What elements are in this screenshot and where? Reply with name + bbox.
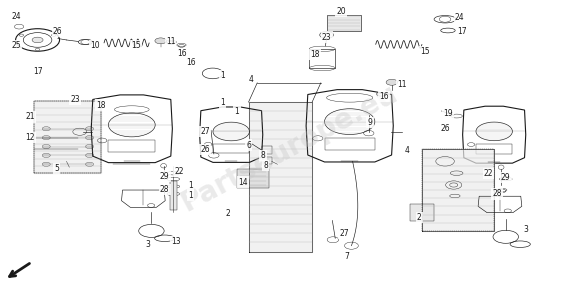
Text: 28: 28	[492, 189, 502, 198]
Polygon shape	[34, 101, 101, 173]
Circle shape	[42, 127, 50, 131]
Text: 27: 27	[201, 127, 210, 136]
Text: 21: 21	[25, 112, 35, 121]
Bar	[263, 157, 272, 164]
Bar	[325, 138, 375, 150]
Bar	[476, 144, 513, 154]
Polygon shape	[422, 149, 494, 231]
Bar	[262, 146, 272, 154]
Text: 1: 1	[220, 98, 225, 107]
Text: 27: 27	[339, 229, 349, 238]
Text: 9: 9	[368, 118, 372, 127]
Circle shape	[19, 34, 24, 36]
Circle shape	[86, 127, 94, 131]
Circle shape	[155, 38, 166, 44]
Text: 22: 22	[175, 167, 184, 176]
Text: 15: 15	[131, 41, 140, 50]
Circle shape	[51, 34, 56, 36]
Text: 3: 3	[145, 240, 150, 249]
Circle shape	[86, 144, 94, 149]
Text: 1: 1	[188, 191, 193, 200]
Text: 7: 7	[344, 252, 349, 260]
Text: 1: 1	[188, 181, 193, 189]
Text: 8: 8	[261, 151, 265, 160]
Text: 23: 23	[322, 33, 331, 41]
Circle shape	[86, 153, 94, 157]
Text: 24: 24	[12, 12, 21, 21]
Circle shape	[86, 162, 94, 166]
Bar	[410, 204, 434, 221]
Bar	[237, 169, 269, 188]
Text: 12: 12	[25, 133, 35, 142]
Text: 4: 4	[249, 75, 254, 84]
Text: 16: 16	[186, 58, 195, 67]
Text: 3: 3	[524, 225, 528, 234]
Text: 20: 20	[336, 7, 346, 16]
Text: 10: 10	[91, 41, 100, 50]
Circle shape	[86, 136, 94, 140]
Text: 29: 29	[160, 172, 169, 181]
Circle shape	[42, 153, 50, 157]
Bar	[170, 181, 177, 210]
Circle shape	[35, 48, 40, 51]
Text: 24: 24	[455, 13, 464, 22]
Text: 2: 2	[226, 209, 231, 218]
Text: 18: 18	[310, 50, 320, 59]
Bar	[309, 49, 335, 68]
Text: 25: 25	[12, 41, 21, 50]
Circle shape	[32, 37, 43, 43]
Text: 8: 8	[264, 161, 268, 170]
Circle shape	[42, 136, 50, 140]
Text: 19: 19	[443, 110, 453, 118]
Text: 26: 26	[53, 27, 62, 36]
Text: 11: 11	[166, 37, 175, 46]
Text: 2: 2	[417, 213, 421, 222]
Text: 23: 23	[71, 95, 80, 104]
Text: 16: 16	[380, 92, 389, 101]
Text: 6: 6	[246, 141, 251, 149]
Circle shape	[386, 79, 398, 85]
Text: 17: 17	[33, 67, 42, 75]
Text: Partseurope.eu: Partseurope.eu	[176, 79, 402, 217]
Bar	[213, 144, 250, 153]
Text: 5: 5	[54, 164, 59, 173]
Text: 26: 26	[440, 124, 450, 133]
Text: 29: 29	[501, 173, 510, 182]
Text: 16: 16	[177, 49, 187, 58]
Text: 15: 15	[420, 47, 429, 56]
Circle shape	[320, 31, 334, 38]
Text: 4: 4	[405, 147, 410, 155]
Circle shape	[42, 144, 50, 149]
Text: 14: 14	[238, 178, 247, 186]
Text: 28: 28	[160, 185, 169, 194]
Text: 1: 1	[235, 107, 239, 115]
Text: 18: 18	[97, 101, 106, 110]
Text: 1: 1	[220, 71, 225, 80]
Text: 11: 11	[397, 80, 406, 89]
Bar	[327, 15, 361, 31]
Text: 22: 22	[484, 169, 493, 178]
Text: 13: 13	[172, 237, 181, 246]
Bar	[109, 140, 155, 152]
Polygon shape	[249, 102, 312, 252]
Circle shape	[42, 162, 50, 166]
Text: 17: 17	[458, 27, 467, 36]
Text: 26: 26	[201, 145, 210, 154]
